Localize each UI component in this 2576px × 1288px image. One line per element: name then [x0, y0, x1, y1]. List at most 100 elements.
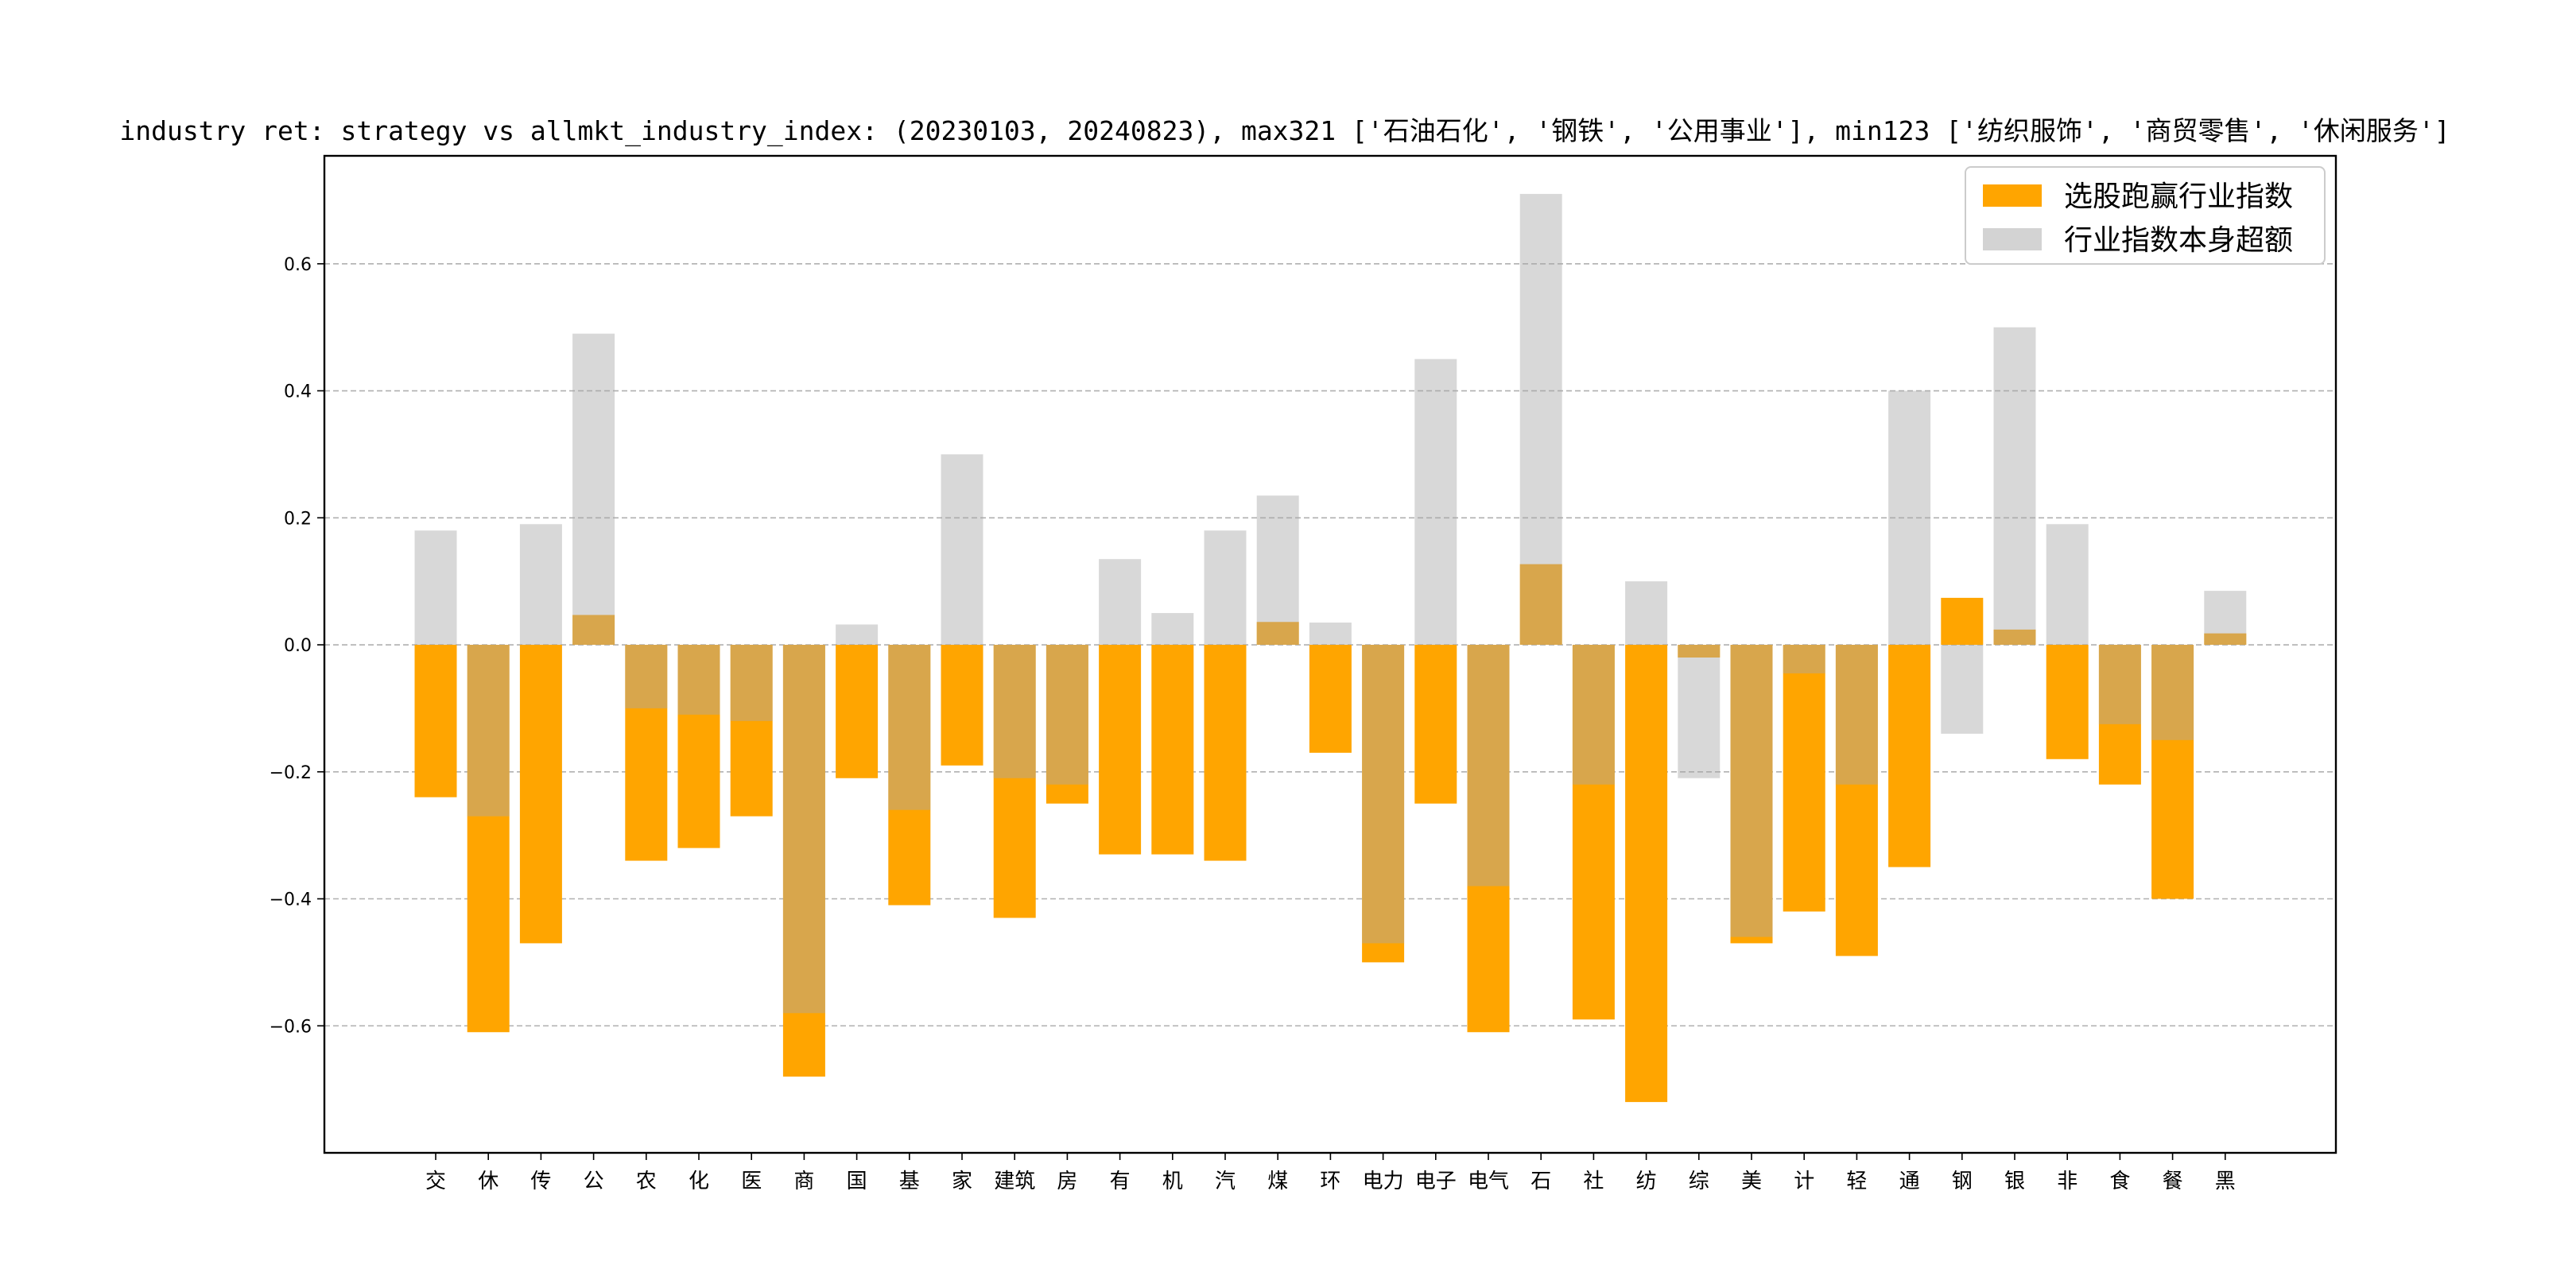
bar-strategy	[730, 645, 773, 817]
bar-strategy	[1099, 645, 1142, 855]
bar-industry-index	[993, 645, 1036, 778]
bar-industry-index	[1993, 327, 2036, 646]
bar-industry-index	[1362, 645, 1405, 944]
bar-industry-index	[2151, 645, 2194, 740]
bar-industry-index	[1099, 559, 1142, 646]
bar-strategy	[2098, 645, 2141, 785]
bar-strategy	[993, 645, 1036, 918]
x-tick-label: 家	[952, 1170, 972, 1193]
bar-industry-index	[1888, 390, 1931, 646]
bar-strategy	[1519, 564, 1562, 646]
bar-industry-index	[2204, 591, 2247, 646]
bar-strategy	[782, 645, 825, 1077]
x-tick-label: 石	[1530, 1170, 1551, 1193]
bar-industry-index	[1414, 359, 1457, 646]
bar-industry-index	[467, 645, 510, 817]
legend-box	[1965, 166, 2326, 265]
bar-industry-index	[1941, 645, 1984, 734]
bar-industry-index	[941, 454, 983, 646]
bar-industry-index	[1519, 193, 1562, 646]
x-tick-label: 电子	[1415, 1170, 1457, 1193]
x-tick-label: 黑	[2215, 1170, 2236, 1193]
y-tick-label: 0.4	[284, 382, 312, 402]
x-tick-label: 房	[1057, 1170, 1077, 1193]
bar-strategy	[414, 645, 457, 797]
bar-strategy	[1256, 622, 1299, 646]
x-tick-label: 传	[530, 1170, 551, 1193]
bar-strategy	[1678, 645, 1721, 658]
x-tick-label: 建筑	[994, 1170, 1035, 1193]
bar-industry-index	[1678, 645, 1721, 778]
bar-industry-index	[782, 645, 825, 1014]
y-tick-label: −0.4	[270, 890, 312, 910]
bar-industry-index	[2098, 645, 2141, 724]
x-tick-label: 通	[1899, 1170, 1920, 1193]
bar-strategy	[888, 645, 931, 906]
bar-industry-index	[625, 645, 668, 708]
x-tick-label: 非	[2057, 1170, 2077, 1193]
bar-industry-index	[1046, 645, 1088, 785]
bar-strategy	[572, 615, 615, 646]
bar-strategy	[2151, 645, 2194, 899]
x-tick-label: 交	[425, 1170, 446, 1193]
bar-industry-index	[1467, 645, 1510, 886]
y-tick-label: 0.6	[284, 255, 312, 275]
bar-strategy	[1467, 645, 1510, 1033]
bar-industry-index	[730, 645, 773, 721]
x-tick-label: 钢	[1952, 1170, 1973, 1193]
chart-title: industry ret: strategy vs allmkt_industr…	[119, 115, 2450, 147]
y-tick-label: −0.2	[270, 763, 312, 783]
x-tick-label: 轻	[1846, 1170, 1867, 1193]
y-tick-label: −0.6	[270, 1017, 312, 1037]
bar-industry-index	[1783, 645, 1825, 673]
legend-label-strategy: 选股跑赢行业指数	[2064, 180, 2293, 213]
bar-strategy	[1414, 645, 1457, 804]
bar-industry-index	[1256, 495, 1299, 646]
bar-industry-index	[1625, 581, 1668, 646]
bar-industry-index	[572, 333, 615, 646]
bar-industry-index	[1204, 530, 1247, 646]
bar-strategy	[1151, 645, 1194, 855]
bar-industry-index	[1151, 613, 1194, 646]
bar-strategy	[1309, 645, 1352, 753]
x-tick-label: 银	[2004, 1170, 2025, 1193]
bar-strategy	[625, 645, 668, 861]
bar-strategy	[1941, 597, 1984, 646]
bar-strategy	[2046, 645, 2089, 759]
axes: −0.6 −0.4 −0.2 0.0 0.2 0.4 0.6 交 休 传 公 农 化 医 商 国 基 家建筑房 有 机…	[270, 154, 2337, 1193]
bar-strategy	[1046, 645, 1088, 804]
bar-industry-index	[1572, 645, 1615, 785]
x-tick-label: 国	[847, 1170, 867, 1193]
legend-swatch-strategy	[1983, 184, 2042, 207]
plot-frame	[323, 154, 2337, 1154]
x-tick-label: 休	[478, 1170, 499, 1193]
bar-industry-index	[2046, 524, 2089, 646]
x-tick-label: 餐	[2163, 1170, 2183, 1193]
x-tick-label: 农	[636, 1170, 657, 1193]
bar-industry-index	[888, 645, 931, 810]
x-tick-label: 基	[899, 1170, 920, 1193]
bar-strategy	[1888, 645, 1931, 867]
bar-strategy	[1204, 645, 1247, 861]
x-tick-label: 医	[741, 1170, 762, 1193]
x-tick-label: 计	[1794, 1170, 1814, 1193]
x-tick-label: 有	[1110, 1170, 1131, 1193]
x-tick-label: 电力	[1363, 1170, 1404, 1193]
bar-strategy	[836, 645, 879, 778]
legend-label-industry-index: 行业指数本身超额	[2064, 224, 2293, 257]
bar-strategy	[1730, 645, 1773, 944]
bar-strategy	[1362, 645, 1405, 963]
x-tick-label: 电气	[1468, 1170, 1509, 1193]
bar-industry-index	[414, 530, 457, 646]
x-tick-label: 综	[1689, 1170, 1709, 1193]
bar-strategy	[677, 645, 720, 848]
x-tick-label: 机	[1162, 1170, 1183, 1193]
bar-strategy	[1993, 629, 2036, 646]
bar-industry-index	[677, 645, 720, 715]
bar-industry-index	[1309, 623, 1352, 646]
x-tick-label: 汽	[1215, 1170, 1236, 1193]
bar-industry-index	[1730, 645, 1773, 937]
bar-strategy	[1783, 645, 1825, 912]
bar-strategy	[1625, 645, 1668, 1103]
